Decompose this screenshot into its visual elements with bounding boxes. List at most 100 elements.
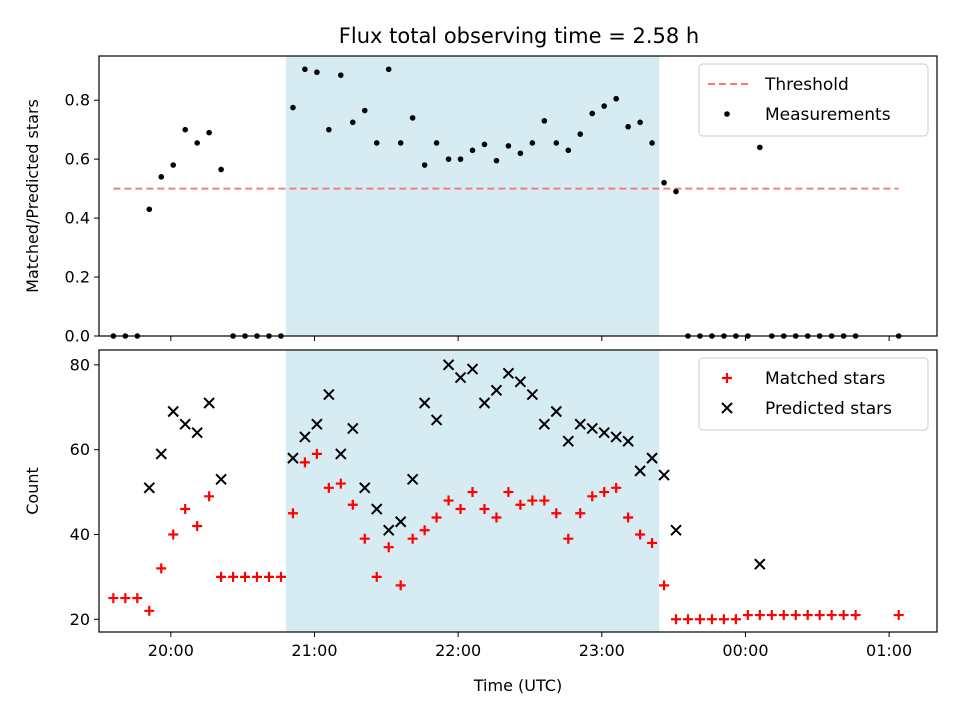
measurement-point [505,143,512,149]
predicted-star-point [538,418,551,430]
matched-star-point [826,610,837,621]
measurement-point [314,69,320,76]
measurement-point [302,66,308,73]
matched-star-point [180,504,191,515]
predicted-star-point [371,503,383,515]
matched-star-point [814,610,825,621]
matched-star-point [539,495,550,506]
matched-star-point [395,580,406,591]
series-0-0 [110,66,902,339]
series-1-1 [143,359,766,570]
measurement-point [385,66,392,73]
x-tick-label: 21:00 [291,641,337,660]
predicted-star-point [658,469,670,481]
measurement-point [397,140,404,146]
axes-frame-0 [98,55,938,337]
legend-predicted-swatch [721,402,733,414]
measurement-point [565,147,572,154]
y-axis-label-0: Matched/Predicted stars [23,99,42,293]
matched-star-point [682,614,693,625]
predicted-star-point [203,397,215,409]
matched-star-point [802,610,813,621]
measurement-point [529,140,536,146]
measurement-point [589,110,596,117]
matched-star-point [850,610,861,621]
measurement-point [373,140,380,146]
matched-star-point [742,610,753,621]
predicted-star-point [394,516,407,528]
measurement-point [481,141,488,148]
predicted-star-point [598,426,610,439]
legend-label: Predicted stars [765,399,892,419]
matched-star-point [228,571,239,582]
matched-star-point [647,537,658,548]
predicted-star-point [299,431,311,443]
observing-window-0 [285,56,660,336]
x-tick-label: 01:00 [866,641,912,660]
predicted-star-point [406,473,419,486]
y-tick-label: 20 [70,610,90,629]
predicted-star-point [646,452,658,464]
predicted-star-point [430,414,443,426]
measurement-point [493,157,500,164]
measurement-point [517,150,524,157]
predicted-star-point [634,465,646,477]
y-tick-label: 0.0 [65,327,90,346]
measurement-point [469,147,476,154]
matched-star-point [144,605,155,616]
matched-star-point [479,504,490,515]
matched-star-point [587,491,598,502]
matched-star-point [635,529,646,540]
measurement-point [194,140,200,146]
matched-star-point [311,448,322,459]
measurement-point [601,103,607,109]
predicted-star-point [167,405,179,418]
matched-star-point [108,593,119,604]
matched-star-point [192,520,203,531]
matched-star-point [168,529,179,540]
legend-box [698,357,929,431]
measurement-point [326,126,332,133]
matched-star-point [599,487,610,498]
matched-star-point [730,614,741,625]
legend-label: Matched stars [765,369,885,389]
measurement-point [625,123,631,130]
legend-label: Measurements [765,105,891,125]
measurement-point [445,156,452,162]
matched-star-point [766,610,777,621]
measurement-point [182,126,188,133]
predicted-star-point [610,431,622,443]
ratio-panel: 0.0 0.2 0.4 0.6 0.8 Matched/Predicted stars Th… [23,55,938,346]
legend-label: Threshold [764,75,849,95]
y-tick-label: 80 [70,355,90,374]
legend-box [698,63,929,137]
matched-star-point [240,571,251,582]
predicted-star-point [526,388,539,401]
predicted-star-point [466,363,479,375]
y-tick-label: 0.6 [65,150,90,169]
predicted-star-point [335,448,347,460]
y-tick-label: 0.2 [65,268,90,287]
matched-star-point [455,504,466,515]
predicted-star-point [442,359,455,371]
measurement-point [757,144,763,151]
matched-star-point [252,571,263,582]
predicted-star-point [347,422,359,435]
matched-star-point [623,512,634,523]
measurement-point [218,166,224,173]
matched-star-point [263,571,274,582]
predicted-star-point [622,435,634,447]
matched-star-point [575,508,586,519]
legend-matched-swatch [722,373,732,383]
predicted-star-point [514,376,527,388]
x-tick-label: 22:00 [435,641,481,660]
matched-star-point [275,571,286,582]
predicted-star-point [143,482,155,494]
matched-star-point [347,499,358,510]
predicted-star-point [574,418,586,430]
matched-star-point [419,525,430,536]
matched-star-point [659,580,670,591]
legend-1: Matched stars Predicted stars [698,357,929,431]
measurement-point [338,72,344,78]
y-tick-label: 60 [70,440,90,459]
